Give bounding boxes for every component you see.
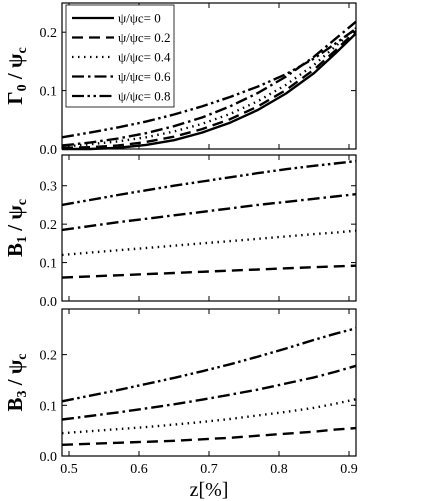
series-line-c-0-2: [61, 426, 357, 446]
y-tick-label: 0.0: [40, 450, 58, 465]
panels: 0.0 0.1 0.2 Γ0 / ψc ψ/ψc= 0 ψ/ψc= 0.2 ψ/ψc= 0.…: [3, 2, 358, 501]
y-ticks: 0.0 0.1 0.2 0.3: [40, 180, 356, 310]
legend-label: ψ/ψc= 0: [118, 11, 161, 26]
legend-label: ψ/ψc= 0.2: [118, 30, 171, 45]
legend-label: ψ/ψc= 0.6: [118, 69, 171, 84]
y-axis-label: Γ0 / ψc: [3, 47, 30, 104]
y-tick-label: 0.1: [40, 399, 58, 414]
legend-label: ψ/ψc= 0.8: [118, 89, 171, 104]
y-axis-label: B1 / ψc: [3, 199, 30, 257]
x-axis-label: z[%]: [190, 479, 229, 501]
series-line-c-0-4: [61, 229, 357, 257]
y-tick-label: 0.1: [40, 85, 58, 100]
x-tick-label: 0.8: [270, 462, 288, 477]
y-axis-label: B3 / ψc: [3, 353, 30, 411]
series-line-c-0-8: [61, 27, 357, 139]
y-tick-label: 0.2: [40, 26, 58, 41]
x-tick-label: 0.7: [200, 462, 218, 477]
y-tick-label: 0.3: [40, 180, 58, 195]
y-ticks: 0.0 0.1 0.2: [40, 349, 356, 465]
series-line-c-0-4: [61, 27, 357, 148]
panel-1: 0.0 0.1 0.2 Γ0 / ψc ψ/ψc= 0 ψ/ψc= 0.2 ψ/ψc= 0.…: [3, 2, 357, 158]
panel-3: 0.0 0.1 0.2 0.5 0.6 0.7 0.8 0.9 B3 / ψc z[%]: [3, 308, 358, 501]
series-line-c-0-6: [61, 20, 357, 147]
plot-frame: [61, 154, 357, 302]
y-tick-label: 0.1: [40, 257, 58, 272]
series-line-c-0-2: [61, 264, 357, 279]
series-line-c-0-8: [61, 327, 357, 403]
series-line-c-0-4: [61, 398, 357, 435]
x-tick-label: 0.6: [130, 462, 148, 477]
x-ticks: [68, 155, 350, 301]
y-tick-label: 0.0: [40, 295, 58, 310]
plot-frame: [61, 308, 357, 457]
series-line-c-0: [62, 32, 357, 151]
x-ticks: 0.5 0.6 0.7 0.8 0.9: [60, 309, 358, 477]
legend-label: ψ/ψc= 0.4: [118, 50, 171, 65]
series-line-c-0-6: [61, 364, 357, 421]
series-line-c-0-6: [61, 193, 357, 232]
y-tick-label: 0.0: [40, 143, 58, 158]
series-line-c-0-8: [61, 159, 357, 207]
legend: ψ/ψc= 0 ψ/ψc= 0.2 ψ/ψc= 0.4 ψ/ψc= 0.6 ψ/ψc= …: [65, 4, 175, 108]
series-line-c-0-2: [61, 30, 357, 149]
y-tick-label: 0.2: [40, 218, 58, 233]
y-ticks: 0.0 0.1 0.2: [40, 26, 356, 158]
y-tick-label: 0.2: [40, 349, 58, 364]
x-tick-label: 0.9: [340, 462, 358, 477]
x-tick-label: 0.5: [60, 462, 78, 477]
panel-2: 0.0 0.1 0.2 0.3 B1 / ψc: [3, 154, 357, 310]
